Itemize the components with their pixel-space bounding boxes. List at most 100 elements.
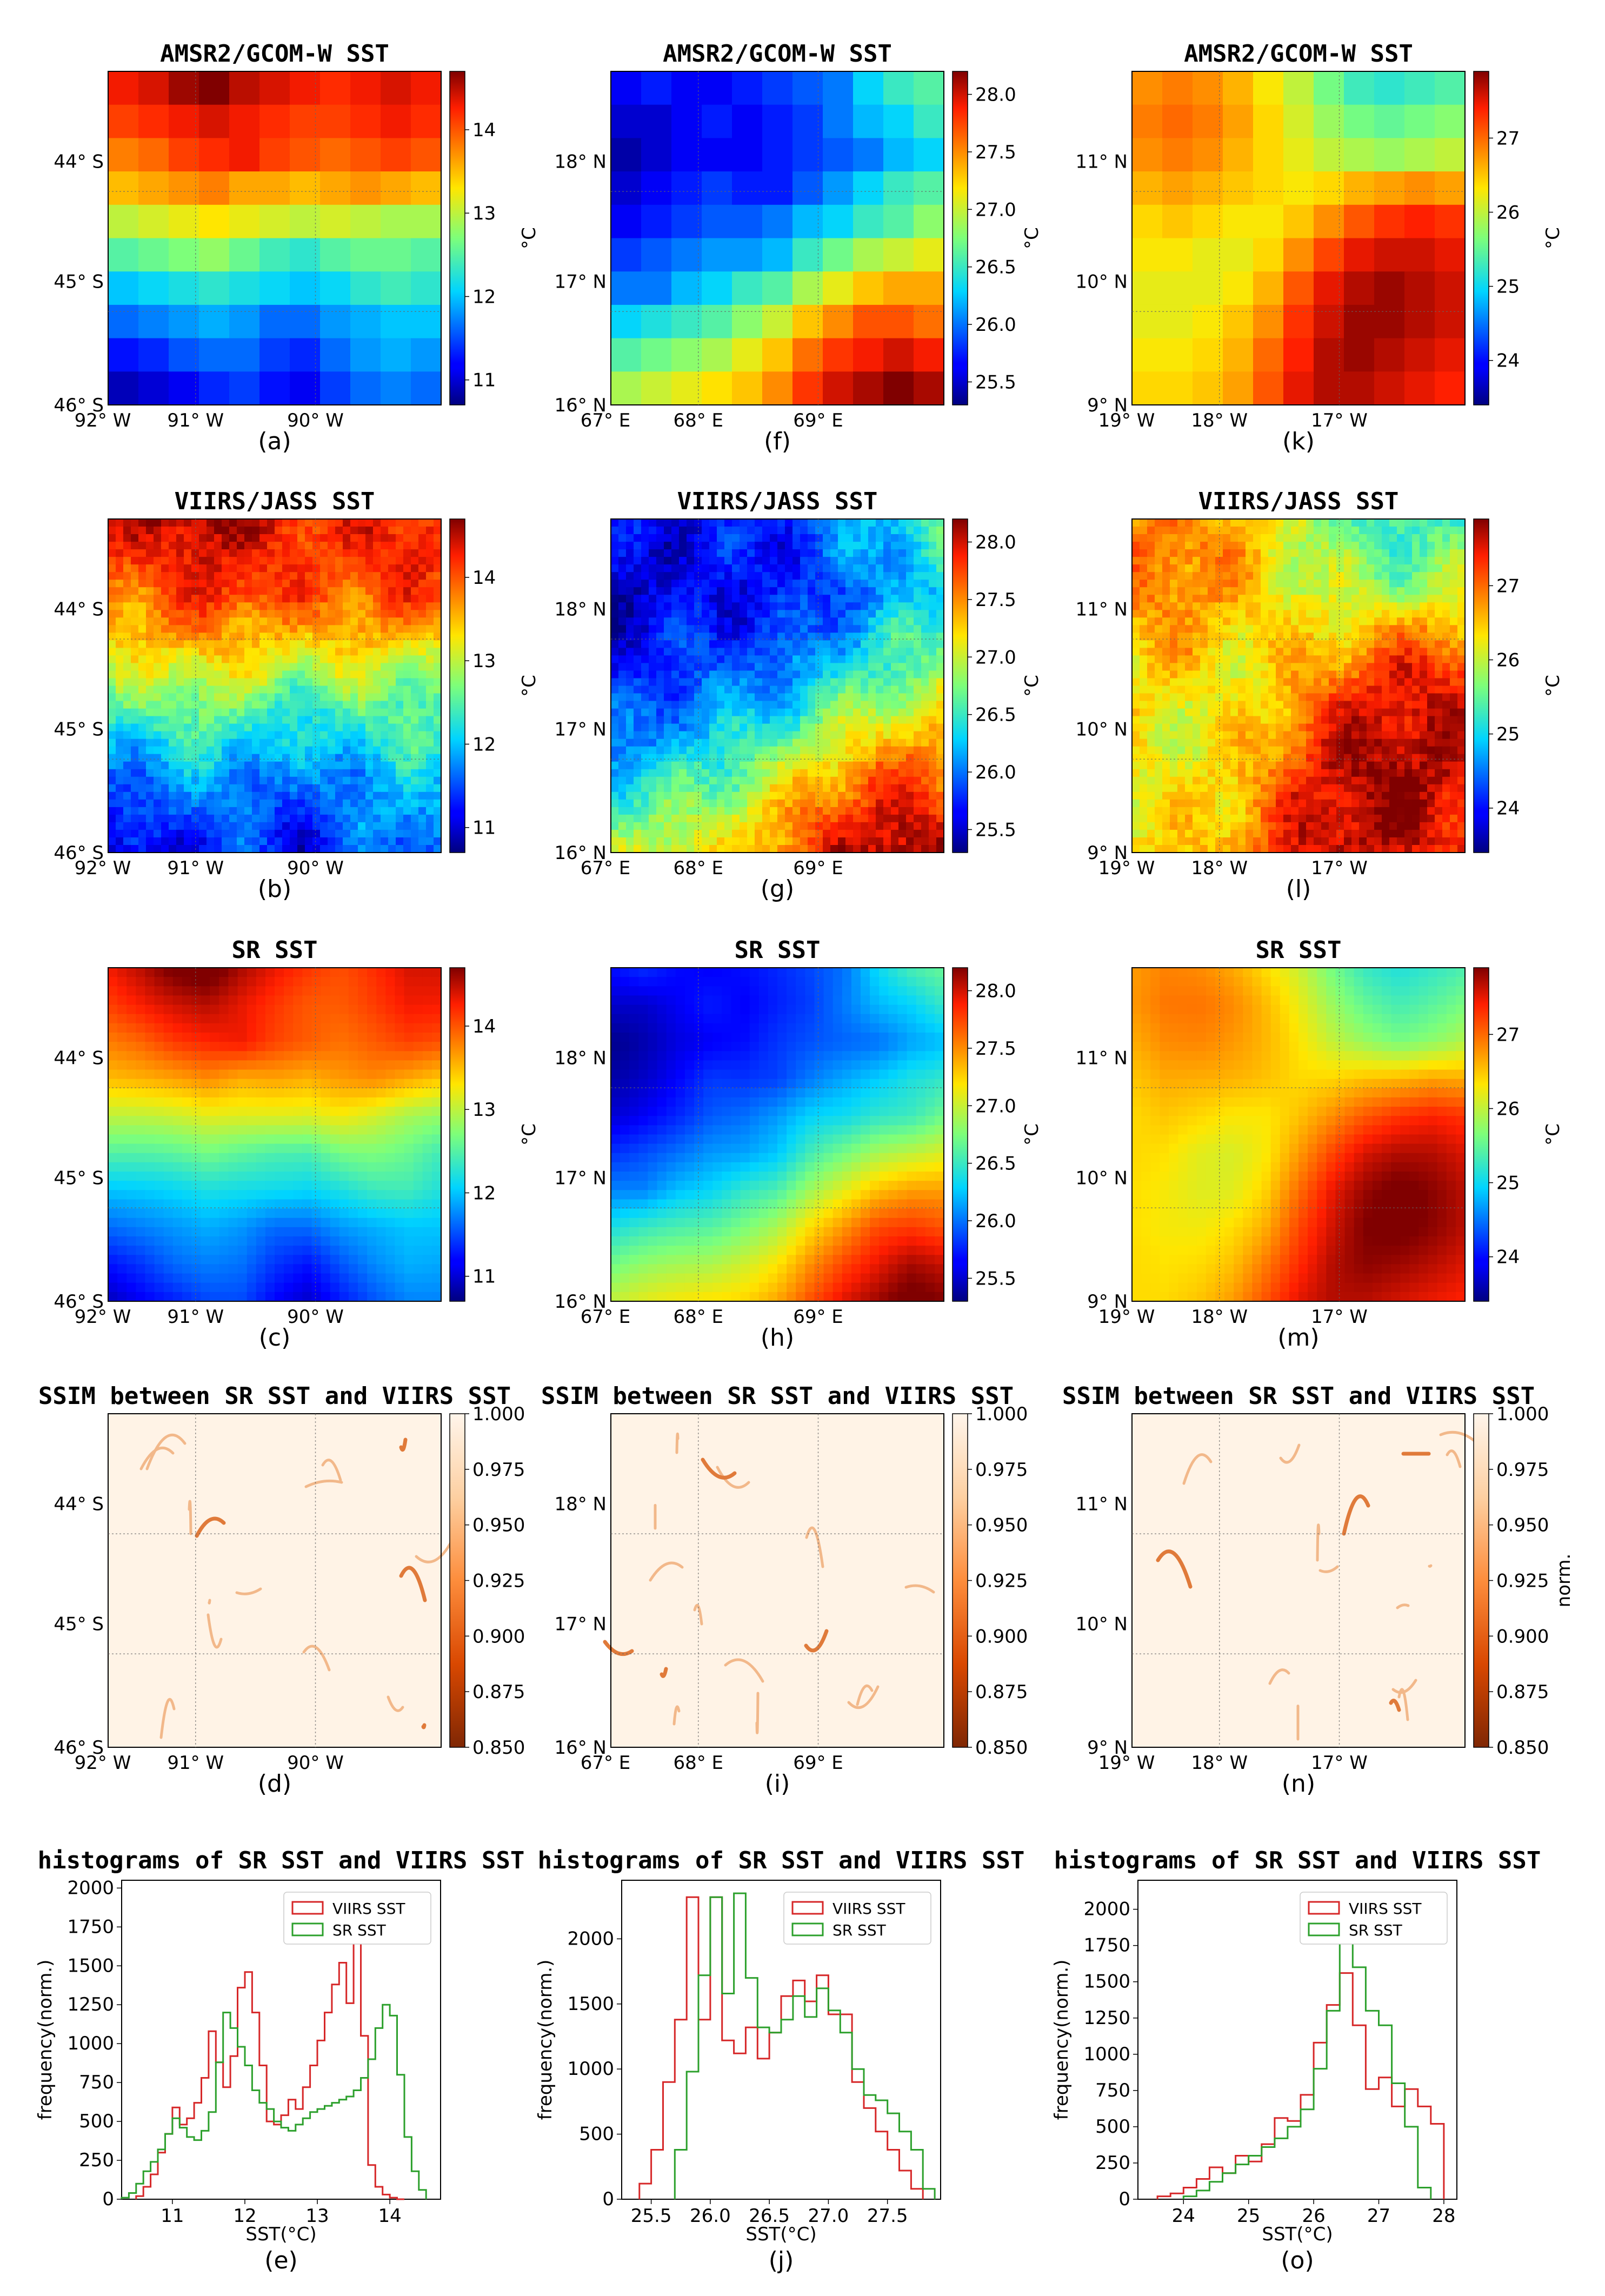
sst-cell (434, 716, 442, 724)
sst-cell (267, 791, 275, 800)
sst-cell (161, 640, 169, 648)
sst-cell (1374, 542, 1382, 550)
sst-cell (906, 807, 914, 815)
sst-cell (275, 542, 283, 550)
sst-cell (259, 304, 290, 339)
sst-cell (267, 542, 275, 550)
sst-cell (671, 617, 680, 625)
sst-cell (343, 580, 351, 588)
sst-cell (275, 564, 283, 573)
sst-cell (830, 716, 838, 724)
sst-cell (1193, 625, 1201, 633)
sst-cell (297, 799, 305, 808)
sst-cell (244, 670, 252, 679)
sst-cell (388, 784, 396, 793)
sst-cell (244, 542, 252, 550)
sst-cell (358, 693, 366, 702)
sst-cell (237, 799, 245, 808)
sst-cell (792, 625, 801, 633)
sst-cell (199, 640, 207, 648)
sst-cell (373, 814, 381, 823)
sst-cell (1268, 625, 1276, 633)
sst-cell (671, 776, 680, 785)
sst-cell (108, 693, 116, 702)
sst-cell (898, 746, 907, 755)
sst-cell (876, 708, 884, 717)
sst-cell (108, 701, 116, 709)
sst-cell (664, 663, 672, 671)
sst-cell (906, 655, 914, 663)
sst-cell (823, 580, 831, 588)
sst-cell (815, 791, 823, 800)
sst-cell (611, 693, 619, 702)
sst-cell (275, 837, 283, 846)
sst-cell (176, 761, 184, 770)
sst-cell (418, 678, 427, 687)
sst-cell (1185, 572, 1193, 580)
sst-cell (641, 648, 649, 656)
sst-cell (131, 678, 139, 687)
sst-cell (403, 625, 411, 633)
sst-cell (358, 678, 366, 687)
sst-cell (823, 138, 854, 172)
sst-cell (312, 640, 321, 648)
sst-cell (259, 655, 268, 663)
sst-cell (418, 716, 427, 724)
sst-cell (792, 338, 823, 372)
sst-cell (1420, 549, 1428, 557)
sst-cell (350, 271, 381, 305)
sst-cell (305, 534, 313, 542)
sst-cell (418, 602, 427, 610)
sst-cell (222, 610, 230, 618)
sst-cell (335, 822, 343, 830)
sst-cell (373, 663, 381, 671)
sst-cell (611, 761, 619, 770)
sst-cell (898, 602, 907, 610)
sst-cell (1420, 580, 1428, 588)
sst-cell (762, 610, 770, 618)
sst-cell (229, 829, 237, 838)
sst-cell (732, 791, 740, 800)
sst-cell (146, 822, 154, 830)
sst-cell (388, 845, 396, 853)
sst-cell (169, 580, 177, 588)
sst-cell (724, 799, 732, 808)
sst-cell (687, 708, 695, 717)
sst-cell (320, 564, 328, 573)
sst-cell (282, 814, 290, 823)
sst-cell (740, 564, 748, 573)
sst-cell (929, 731, 937, 740)
sst-cell (312, 572, 321, 580)
sst-cell (1374, 625, 1382, 633)
sst-cell (1367, 602, 1375, 610)
sst-cell (929, 617, 937, 625)
sst-cell (702, 829, 710, 838)
sst-cell (830, 670, 838, 679)
sst-cell (259, 791, 268, 800)
sst-cell (626, 595, 634, 603)
sst-cell (1420, 610, 1428, 618)
sst-cell (611, 829, 619, 838)
sst-cell (146, 564, 154, 573)
sst-cell (1140, 534, 1148, 542)
sst-cell (914, 587, 922, 595)
sst-cell (671, 814, 680, 823)
sst-cell (1246, 587, 1254, 595)
sst-cell (641, 678, 649, 687)
sst-cell (732, 776, 740, 785)
sst-cell (1329, 542, 1337, 550)
sst-cell (656, 845, 664, 853)
sst-cell (626, 610, 634, 618)
sst-cell (785, 791, 793, 800)
sst-cell (830, 549, 838, 557)
sst-cell (1246, 610, 1254, 618)
sst-cell (717, 746, 725, 755)
sst-cell (244, 610, 252, 618)
sst-cell (868, 708, 876, 717)
sst-cell (138, 837, 146, 846)
sst-cell (1162, 104, 1193, 138)
sst-cell (350, 238, 381, 272)
sst-cell (381, 845, 389, 853)
sst-cell (312, 761, 321, 770)
sst-cell (921, 754, 929, 762)
